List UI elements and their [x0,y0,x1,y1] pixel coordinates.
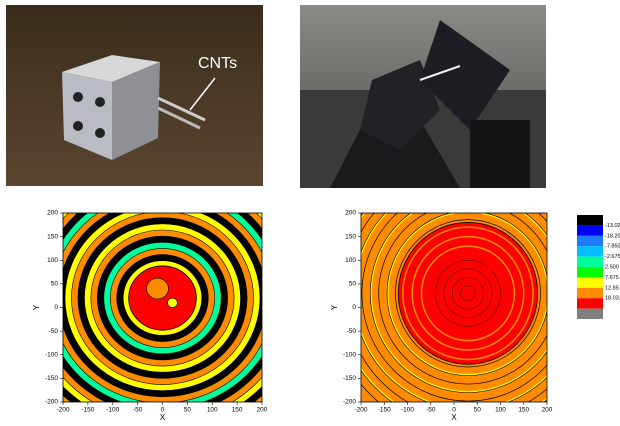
colorbar-swatch [577,257,603,267]
y-tick-label: 200 [47,210,58,217]
colorbar-label: 18.03. [605,296,620,302]
y-tick-label: -150 [45,375,58,382]
colorbar-swatch [577,288,603,298]
y-tick-label: 200 [345,210,356,217]
colorbar-swatch [577,277,603,287]
y-tick-label: -100 [343,351,356,358]
x-tick-label: -150 [378,407,391,414]
x-tick-label: 150 [232,407,243,414]
y-tick-label: 0 [54,304,58,311]
x-axis-label: X [160,413,166,421]
y-tick-label: -50 [49,328,59,335]
y-tick-label: -100 [45,351,58,358]
y-tick-label: 0 [352,304,356,311]
x-tick-label: -200 [354,407,367,414]
colorbar-label: -2.675 [605,254,620,260]
colorbar-swatch [577,215,603,225]
y-tick-label: 50 [349,281,357,288]
x-tick-label: 150 [518,407,529,414]
x-tick-label: 100 [207,407,218,414]
x-tick-label: 100 [495,407,506,414]
colorbar-label: 12.85 [605,285,619,291]
y-tick-label: 150 [47,233,58,240]
x-tick-label: -50 [133,407,143,414]
colorbar-label: -7.850 [605,244,620,250]
photo-annotation: CNTs [198,55,237,72]
y-tick-label: 150 [345,233,356,240]
y-axis-label: Y [32,304,41,310]
x-tick-label: 200 [542,407,553,414]
colorbar-swatch [577,246,603,256]
x-tick-label: -100 [401,407,414,414]
colorbar-swatch [577,236,603,246]
y-tick-label: 50 [51,281,59,288]
photo-antenna [300,5,546,188]
colorbar-label: -18.20 [605,233,620,239]
colorbar-label: 7.675 [605,275,619,281]
photo-cube: CNTs [6,5,263,186]
colorbar-swatch [577,309,603,319]
x-tick-label: -200 [56,407,69,414]
x-axis-label: X [451,413,457,421]
x-tick-label: -150 [81,407,94,414]
x-tick-label: -50 [426,407,436,414]
colorbar-label: 2.500 [605,264,619,270]
y-axis-label: Y [330,304,339,310]
colorbar-swatch [577,225,603,235]
figure: CNTs -200 -150 -100 -50 0 50 100 150 200 -200 -150… [0,0,620,421]
x-tick-label: 200 [257,407,268,414]
x-tick-label: 50 [474,407,482,414]
contour-field [328,152,607,421]
x-tick-label: 50 [184,407,192,414]
y-tick-label: -200 [343,399,356,406]
x-tick-label: -100 [106,407,119,414]
contour-band [398,222,538,364]
y-tick-label: 100 [47,257,58,264]
colorbar-swatch [577,267,603,277]
colorbar-label: -13.02 [605,223,620,229]
y-tick-label: -150 [343,375,356,382]
y-tick-label: -50 [347,328,357,335]
y-tick-label: 100 [345,257,356,264]
colorbar-swatch [577,298,603,308]
contour-band [147,278,169,299]
contour-field [13,156,312,421]
y-tick-label: -200 [45,399,58,406]
contour-band [167,298,177,307]
